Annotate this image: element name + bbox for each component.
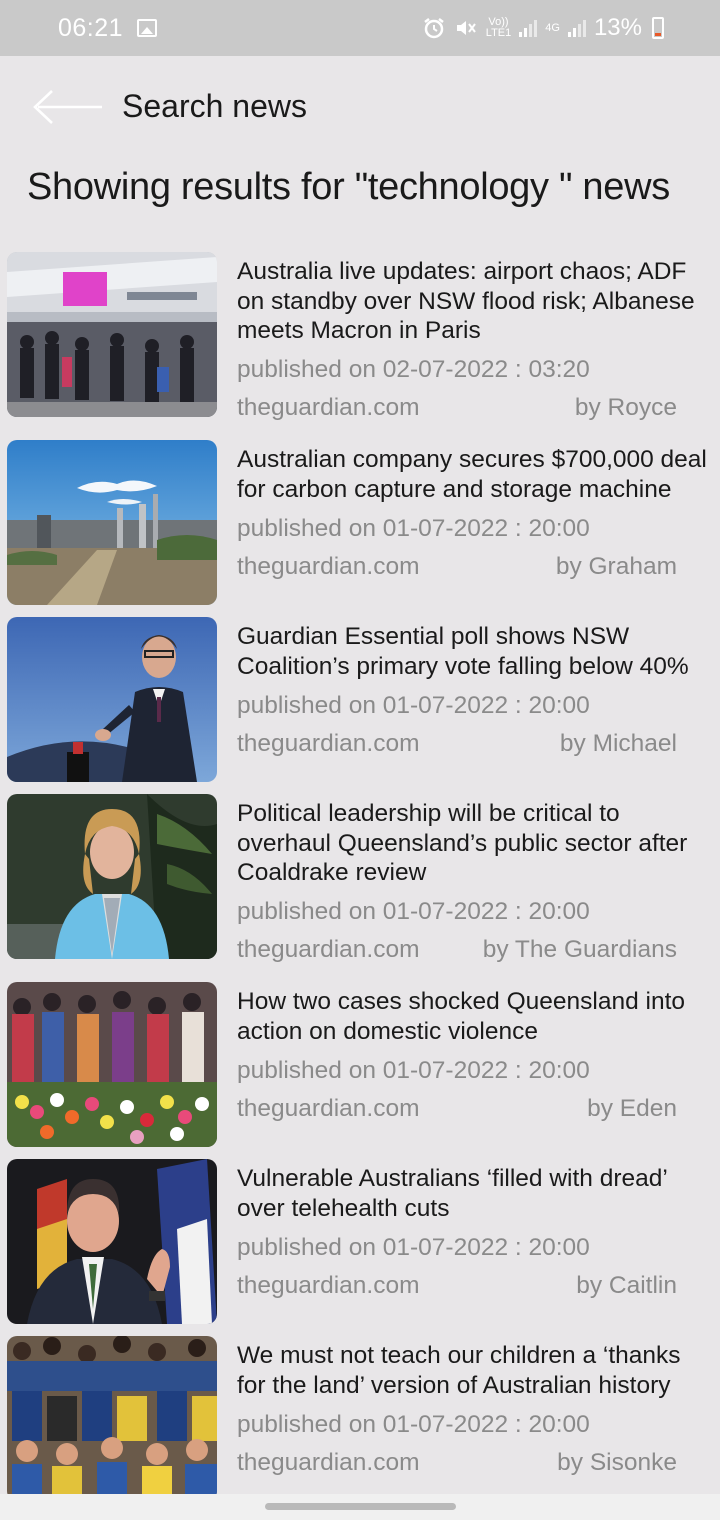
page-title: Search news (122, 88, 307, 124)
news-date: published on 01-07-2022 : 20:00 (237, 1411, 590, 1438)
alarm-icon (424, 18, 444, 39)
news-thumbnail[interactable] (7, 252, 217, 417)
news-title[interactable]: Political leadership will be critical to… (237, 800, 688, 886)
volte-top: Vo)) (488, 16, 509, 28)
status-icons: Vo)) LTE1 4G 13% (422, 0, 664, 56)
news-title[interactable]: We must not teach our children a ‘thanks… (237, 1342, 681, 1399)
news-date: published on 01-07-2022 : 20:00 (237, 898, 590, 925)
news-item[interactable]: Political leadership will be critical to… (0, 794, 720, 984)
news-author: by Sisonke (557, 1449, 677, 1476)
news-item[interactable]: Australia live updates: airport chaos; A… (0, 252, 720, 422)
news-date: published on 01-07-2022 : 20:00 (237, 1234, 590, 1261)
news-title[interactable]: Australian company secures $700,000 deal… (237, 446, 707, 503)
back-button[interactable] (30, 86, 104, 126)
news-date: published on 01-07-2022 : 20:00 (237, 515, 590, 542)
news-date: published on 02-07-2022 : 03:20 (237, 356, 590, 383)
news-thumbnail[interactable] (7, 794, 217, 959)
signal-icon (519, 19, 538, 37)
news-item[interactable]: Guardian Essential poll shows NSW Coalit… (0, 617, 720, 787)
battery-percent: 13% (593, 14, 642, 41)
home-indicator[interactable] (265, 1503, 456, 1510)
news-author: by Royce (574, 394, 677, 421)
news-source: theguardian.com (237, 1095, 420, 1122)
news-date: published on 01-07-2022 : 20:00 (237, 692, 590, 719)
news-title[interactable]: Australia live updates: airport chaos; A… (237, 258, 695, 344)
status-time: 06:21 (58, 13, 124, 42)
news-thumbnail[interactable] (7, 440, 217, 605)
network-type: 4G (545, 21, 560, 34)
news-thumbnail[interactable] (7, 1159, 217, 1324)
news-item[interactable]: Australian company secures $700,000 deal… (0, 440, 720, 610)
news-author: by Eden (587, 1095, 677, 1122)
news-source: theguardian.com (237, 936, 420, 963)
news-item[interactable]: Vulnerable Australians ‘filled with drea… (0, 1159, 720, 1329)
news-thumbnail[interactable] (7, 1336, 217, 1501)
mute-icon (456, 21, 476, 35)
news-source: theguardian.com (237, 730, 420, 757)
app-bar: Search news (0, 64, 720, 150)
news-thumbnail[interactable] (7, 982, 217, 1147)
results-heading: Showing results for "technology " news (27, 166, 670, 208)
news-author: by Caitlin (576, 1272, 677, 1299)
news-item[interactable]: How two cases shocked Queensland into ac… (0, 982, 720, 1152)
news-source: theguardian.com (237, 1449, 420, 1476)
gallery-icon (137, 19, 158, 37)
battery-icon (652, 17, 664, 39)
news-item[interactable]: We must not teach our children a ‘thanks… (0, 1336, 720, 1506)
news-author: by Michael (559, 730, 677, 757)
news-source: theguardian.com (237, 553, 420, 580)
arrow-left-icon (33, 90, 102, 124)
signal-icon-2 (567, 19, 586, 37)
news-source: theguardian.com (237, 394, 420, 421)
volte-bottom: LTE1 (485, 27, 512, 39)
status-bar: 06:21 Vo)) LTE1 4G 13% (0, 0, 720, 56)
news-date: published on 01-07-2022 : 20:00 (237, 1057, 590, 1084)
news-title[interactable]: Vulnerable Australians ‘filled with drea… (237, 1165, 667, 1222)
news-source: theguardian.com (237, 1272, 420, 1299)
news-thumbnail[interactable] (7, 617, 217, 782)
news-title[interactable]: How two cases shocked Queensland into ac… (237, 988, 686, 1045)
news-author: by Graham (555, 553, 677, 580)
news-title[interactable]: Guardian Essential poll shows NSW Coalit… (237, 623, 689, 680)
news-author: by The Guardians (482, 936, 677, 963)
volte-label: Vo)) LTE1 (486, 17, 511, 39)
